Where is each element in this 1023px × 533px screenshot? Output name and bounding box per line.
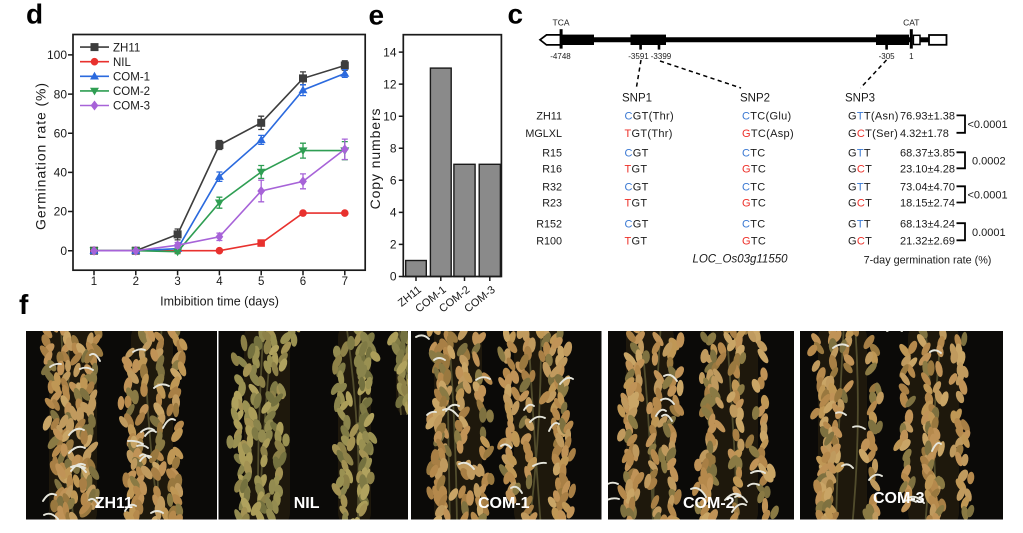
svg-text:TCA: TCA [553,18,570,28]
svg-text:CAT: CAT [903,18,919,28]
svg-text:100: 100 [47,48,67,62]
svg-text:5: 5 [258,276,264,288]
svg-text:SNP1: SNP1 [622,93,652,105]
svg-text:Copy numbers: Copy numbers [367,108,383,210]
svg-text:0: 0 [390,270,397,284]
svg-text:Germination rate (%): Germination rate (%) [33,82,49,230]
svg-text:MGLXL: MGLXL [525,128,562,140]
svg-text:NIL: NIL [294,495,320,512]
svg-text:Imbibition time (days): Imbibition time (days) [160,295,279,309]
svg-text:GCT: GCT [848,198,872,210]
svg-text:-3399: -3399 [651,52,672,61]
svg-text:GTC: GTC [742,163,766,175]
svg-text:CTC: CTC [742,147,766,159]
svg-text:R16: R16 [542,163,562,175]
svg-text:CTC: CTC [742,181,766,193]
svg-text:f: f [19,289,29,320]
svg-text:73.04±4.70: 73.04±4.70 [900,181,955,193]
svg-text:TGT: TGT [625,235,648,247]
svg-text:GTC: GTC [742,235,766,247]
svg-text:GTC(Asp): GTC(Asp) [742,128,794,140]
svg-text:R152: R152 [536,218,562,230]
svg-text:23.10±4.28: 23.10±4.28 [900,163,955,175]
svg-text:TGT: TGT [625,163,648,175]
svg-text:2: 2 [390,238,397,252]
svg-text:R32: R32 [542,181,562,193]
svg-text:GTT(Asn): GTT(Asn) [848,111,899,123]
svg-text:GCT: GCT [848,163,872,175]
svg-text:0.0002: 0.0002 [972,155,1006,167]
svg-text:ZH11: ZH11 [95,495,133,512]
svg-text:GCT: GCT [848,235,872,247]
svg-text:e: e [369,0,385,31]
svg-text:7: 7 [342,276,348,288]
svg-text:6: 6 [300,276,306,288]
svg-text:CGT: CGT [625,218,649,230]
svg-text:ZH11: ZH11 [113,42,140,54]
svg-text:4: 4 [216,276,223,288]
svg-text:LOC_Os03g11550: LOC_Os03g11550 [692,254,788,266]
svg-text:1: 1 [91,276,97,288]
svg-text:6: 6 [390,174,397,188]
svg-text:68.13±4.24: 68.13±4.24 [900,218,955,230]
svg-text:GTT: GTT [848,181,871,193]
svg-text:12: 12 [383,77,397,91]
svg-text:<0.0001: <0.0001 [968,190,1008,202]
svg-text:0: 0 [60,244,67,258]
svg-text:ZH11: ZH11 [536,111,562,123]
svg-text:80: 80 [54,87,68,101]
svg-text:<0.0001: <0.0001 [968,119,1008,131]
svg-text:COM-3: COM-3 [113,101,150,113]
svg-text:c: c [508,0,524,30]
svg-text:R15: R15 [542,147,562,159]
svg-text:CTC: CTC [742,218,766,230]
svg-text:60: 60 [54,126,68,140]
svg-text:TGT(Thr): TGT(Thr) [625,128,673,140]
svg-text:GCT(Ser): GCT(Ser) [848,128,898,140]
svg-text:8: 8 [390,142,397,156]
svg-text:R23: R23 [542,198,562,210]
svg-text:CGT(Thr): CGT(Thr) [625,111,674,123]
svg-text:40: 40 [54,166,68,180]
svg-text:2: 2 [133,276,139,288]
svg-text:68.37±3.85: 68.37±3.85 [900,147,955,159]
svg-text:CGT: CGT [625,147,649,159]
svg-text:COM-3: COM-3 [873,490,925,507]
svg-text:TGT: TGT [625,198,648,210]
svg-text:76.93±1.38: 76.93±1.38 [900,111,955,123]
svg-text:3: 3 [174,276,180,288]
svg-text:4.32±1.78: 4.32±1.78 [900,128,949,140]
svg-text:GTC: GTC [742,198,766,210]
svg-text:R100: R100 [536,235,562,247]
svg-text:COM-2: COM-2 [113,86,150,98]
svg-text:10: 10 [383,109,397,123]
svg-text:14: 14 [383,45,397,59]
svg-text:-3591: -3591 [628,52,649,61]
svg-text:-4748: -4748 [550,52,571,61]
svg-text:d: d [26,0,43,30]
svg-text:SNP2: SNP2 [740,93,770,105]
svg-text:SNP3: SNP3 [845,93,875,105]
svg-text:GTT: GTT [848,218,871,230]
svg-text:COM-2: COM-2 [683,495,735,512]
svg-text:COM-1: COM-1 [478,495,530,512]
svg-text:-305: -305 [879,52,896,61]
svg-text:NIL: NIL [113,57,132,69]
svg-text:7-day germination rate (%): 7-day germination rate (%) [864,255,992,267]
svg-text:4: 4 [390,206,397,220]
svg-text:0.0001: 0.0001 [972,227,1006,239]
svg-text:21.32±2.69: 21.32±2.69 [900,235,955,247]
svg-text:COM-1: COM-1 [113,72,150,84]
svg-text:CGT: CGT [625,181,649,193]
svg-text:CTC(Glu): CTC(Glu) [742,111,791,123]
svg-text:18.15±2.74: 18.15±2.74 [900,198,955,210]
svg-text:1: 1 [909,52,914,61]
svg-text:GTT: GTT [848,147,871,159]
svg-text:20: 20 [54,205,68,219]
